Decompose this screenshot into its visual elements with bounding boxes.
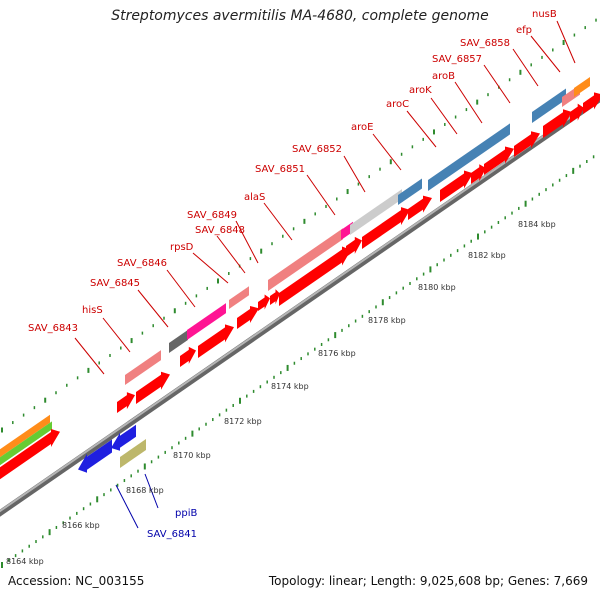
cds-arrow [408, 195, 432, 220]
cds-arrow-reverse [78, 439, 112, 473]
feature-box-gray [169, 329, 188, 353]
cds-arrow [543, 109, 572, 138]
genome-stats-text: Topology: linear; Length: 9,025,608 bp; … [268, 574, 588, 588]
feature-box-alaS [268, 228, 343, 291]
cds-arrow [237, 306, 259, 329]
feature-bar-green [0, 421, 52, 466]
cds-arrow [270, 289, 280, 305]
gene-label-nusb: nusB [532, 9, 557, 20]
scale-labels: 8164 kbp 8166 kbp 8168 kbp 8170 kbp 8172 kbp… [6, 220, 556, 566]
leader-sav-6848 [216, 235, 246, 274]
gene-label-sav-6843: SAV_6843 [28, 323, 78, 334]
leader-arok [430, 97, 458, 135]
scale-label: 8182 kbp [468, 251, 506, 260]
feature-track [0, 76, 600, 480]
feature-box-hisS [125, 350, 161, 385]
cds-arrow [198, 324, 234, 358]
cds-arrow [471, 164, 486, 184]
leader-sav-6843 [74, 337, 105, 375]
scale-label: 8180 kbp [418, 283, 456, 292]
gene-label-sav-6849: SAV_6849 [187, 210, 237, 221]
scale-label: 8176 kbp [318, 349, 356, 358]
gene-label-sav-6845: SAV_6845 [90, 278, 140, 289]
cds-arrow [117, 392, 135, 413]
feature-box-rpsD [229, 286, 249, 309]
leader-sav-6845 [137, 289, 169, 328]
scale-label: 8172 kbp [224, 417, 262, 426]
gene-label-aroc: aroC [386, 99, 409, 110]
gene-label-efp: efp [516, 25, 532, 36]
backbone-line [0, 95, 600, 517]
cds-arrow [440, 170, 473, 202]
accession-text: Accession: NC_003155 [8, 574, 145, 588]
cds-arrow [279, 246, 351, 306]
gene-label-arok: aroK [409, 85, 432, 96]
feature-bar-orange [0, 414, 50, 458]
cds-arrow [258, 294, 270, 311]
feature-box-pink [187, 303, 226, 340]
label-leaders [74, 20, 576, 529]
cds-arrow [484, 146, 514, 175]
leader-sav-6852 [343, 155, 366, 193]
leader-arob [454, 81, 483, 124]
cds-arrow [514, 131, 540, 157]
scale-label: 8164 kbp [6, 557, 44, 566]
tick-marks [1, 18, 597, 568]
cds-arrow [362, 207, 410, 249]
scale-label: 8184 kbp [518, 220, 556, 229]
gene-label-hiss: hisS [82, 305, 103, 316]
map-title: Streptomyces avermitilis MA-4680, comple… [111, 8, 489, 24]
scale-label: 8170 kbp [173, 451, 211, 460]
gene-label-sav-6846: SAV_6846 [117, 258, 167, 269]
gene-label-sav-6858: SAV_6858 [460, 38, 510, 49]
cds-arrow [136, 371, 170, 404]
gene-label-sav-6851: SAV_6851 [255, 164, 305, 175]
leader-alas [263, 202, 293, 241]
gene-label-sav-6857: SAV_6857 [432, 54, 482, 65]
gene-labels: SAV_6843 hisS SAV_6845 SAV_6846rpsDSAV_6848… [28, 9, 557, 540]
scale-label: 8168 kbp [126, 486, 164, 495]
leader-efp [530, 35, 561, 73]
feature-box-efp [532, 88, 566, 123]
cds-arrow [583, 92, 600, 114]
leader-sav-6858 [512, 48, 539, 87]
leader-aroe [372, 133, 402, 171]
leader-sav-6857 [483, 64, 511, 104]
gene-label-aroe: aroE [351, 122, 373, 133]
cds-arrow [180, 346, 196, 367]
leader-sav-6846 [166, 269, 196, 308]
feature-box-orange-nusB [574, 76, 590, 97]
leader-sav-6841 [115, 484, 139, 529]
gene-label-sav-6841: SAV_6841 [147, 529, 197, 540]
feature-box-aro [428, 123, 510, 191]
gene-label-ppib: ppiB [175, 508, 197, 519]
cds-arrow [346, 236, 362, 257]
feature-box-khaki [120, 439, 146, 468]
leader-sav-6851 [306, 174, 336, 216]
feature-box-gray-light [350, 189, 402, 235]
gene-label-alas: alaS [244, 192, 265, 203]
cds-arrow-reverse [111, 424, 136, 451]
scale-label: 8174 kbp [271, 382, 309, 391]
cds-arrow [570, 103, 584, 123]
feature-box-steelblue [398, 178, 422, 205]
cds-arrow [0, 429, 60, 480]
leader-ppib [144, 473, 159, 509]
gene-label-arob: aroB [432, 71, 455, 82]
gene-label-sav-6848: SAV_6848 [195, 225, 245, 236]
genome-backbone [0, 95, 600, 517]
leader-aroc [406, 110, 437, 148]
leader-hiss [102, 317, 131, 353]
gene-label-rpsd: rpsD [170, 242, 194, 253]
backbone-highlight [0, 95, 600, 513]
leader-nusb [556, 20, 576, 64]
gene-label-sav-6852: SAV_6852 [292, 144, 342, 155]
leader-sav-6849 [235, 220, 259, 264]
leader-rpsd [192, 252, 229, 284]
scale-label: 8178 kbp [368, 316, 406, 325]
scale-label: 8166 kbp [62, 521, 100, 530]
